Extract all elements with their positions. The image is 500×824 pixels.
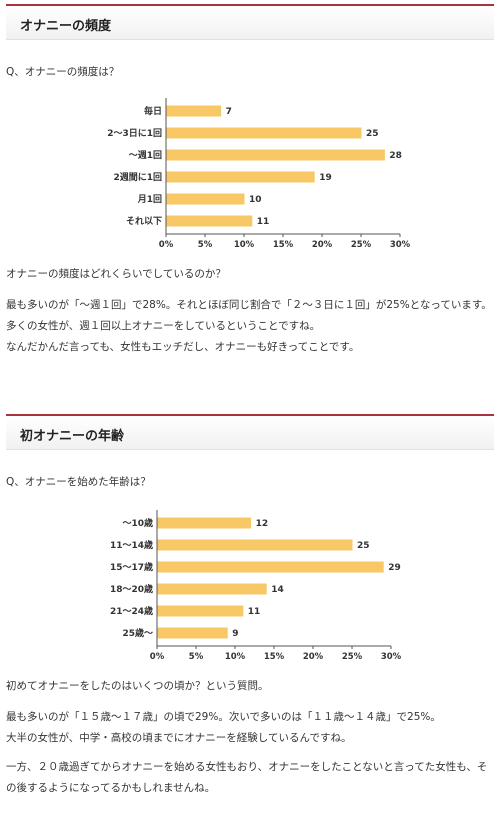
paragraph: 初めてオナニーをしたのはいくつの頃か？という質問。 — [6, 680, 269, 692]
bar — [166, 127, 362, 139]
data-label: 12 — [256, 519, 269, 529]
category-label: 毎日 — [144, 105, 162, 117]
x-tick-label: 10% — [225, 652, 246, 662]
data-label: 11 — [248, 607, 261, 617]
paragraph: 多くの女性が、週１回以上オナニーをしているということですね。 — [6, 320, 321, 332]
category-label: ～週1回 — [129, 150, 162, 161]
question-first-age: Q、オナニーを始めた年齢は？ — [6, 476, 151, 488]
data-label: 10 — [249, 195, 262, 205]
paragraph: なんだかんだ言っても、女性もエッチだし、オナニーも好きってことです。 — [6, 341, 360, 353]
x-tick-label: 0% — [150, 652, 165, 662]
bar — [157, 583, 267, 595]
x-tick-label: 15% — [264, 652, 285, 662]
x-tick-label: 25% — [342, 652, 363, 662]
x-tick-label: 25% — [351, 240, 372, 250]
section-header-frequency: オナニーの頻度 — [6, 4, 494, 40]
bar — [157, 605, 244, 617]
category-label: それ以下 — [126, 216, 162, 227]
data-label: 14 — [271, 585, 284, 595]
data-label: 25 — [357, 541, 370, 551]
category-label: ～10歳 — [122, 517, 153, 529]
bar — [157, 561, 384, 573]
paragraph: 一方、２０歳過ぎてからオナニーを始める女性もおり、オナニーをしたことないと言って… — [6, 761, 488, 794]
bar — [166, 105, 222, 117]
paragraph-block-frequency: オナニーの頻度はどれくらいでしているのか？ 最も多いのが「～週１回」で28%。そ… — [6, 264, 494, 358]
bar — [166, 215, 253, 227]
x-tick-label: 15% — [273, 240, 294, 250]
bar — [157, 627, 228, 639]
bar — [166, 193, 245, 205]
section-title: 初オナニーの年齢 — [20, 429, 125, 444]
paragraph: 最も多いのが「１５歳～１７歳」の頃で29%。次いで多いのは「１１歳～１４歳」で2… — [6, 711, 441, 723]
paragraph: オナニーの頻度はどれくらいでしているのか？ — [6, 268, 226, 280]
data-label: 28 — [389, 151, 402, 161]
category-label: 25歳～ — [122, 627, 153, 639]
section-header-first-age: 初オナニーの年齢 — [6, 414, 494, 450]
paragraph-block-first-age: 初めてオナニーをしたのはいくつの頃か？という質問。 最も多いのが「１５歳～１７歳… — [6, 676, 494, 799]
x-tick-label: 30% — [390, 240, 411, 250]
x-tick-label: 20% — [312, 240, 333, 250]
category-label: 2～3日に1回 — [107, 128, 162, 139]
category-label: 18～20歳 — [110, 583, 153, 595]
x-tick-label: 5% — [189, 652, 204, 662]
x-tick-label: 30% — [381, 652, 402, 662]
question-frequency: Q、オナニーの頻度は？ — [6, 66, 120, 78]
category-label: 月1回 — [137, 194, 162, 205]
bar — [157, 517, 252, 529]
paragraph: 大半の女性が、中学・高校の頃までにオナニーを経験しているんですね。 — [6, 732, 352, 744]
bar-chart-first-age: ～10歳 12 11～14歳 25 15～17歳 29 18～20歳 14 21～24歳 11 25… — [110, 510, 402, 662]
bar — [166, 171, 315, 183]
data-label: 7 — [226, 107, 232, 117]
bar — [166, 149, 385, 161]
data-label: 29 — [388, 563, 401, 573]
category-label: 21～24歳 — [110, 605, 153, 617]
bar-chart-frequency: 毎日 7 2～3日に1回 25 ～週1回 28 2週間に1回 19 月1回 10 それ以下 11 0% 5… — [107, 98, 411, 250]
category-label: 15～17歳 — [110, 561, 153, 573]
x-tick-label: 20% — [303, 652, 324, 662]
data-label: 19 — [319, 173, 332, 183]
data-label: 11 — [257, 217, 270, 227]
x-tick-label: 10% — [234, 240, 255, 250]
x-tick-label: 5% — [198, 240, 213, 250]
bar — [157, 539, 353, 551]
paragraph: 最も多いのが「～週１回」で28%。それとほぼ同じ割合で「２～３日に１回」が25%… — [6, 299, 492, 311]
section-title: オナニーの頻度 — [20, 19, 112, 34]
category-label: 11～14歳 — [110, 539, 153, 551]
data-label: 25 — [366, 129, 379, 139]
x-tick-label: 0% — [159, 240, 174, 250]
data-label: 9 — [232, 629, 238, 639]
category-label: 2週間に1回 — [113, 172, 162, 183]
